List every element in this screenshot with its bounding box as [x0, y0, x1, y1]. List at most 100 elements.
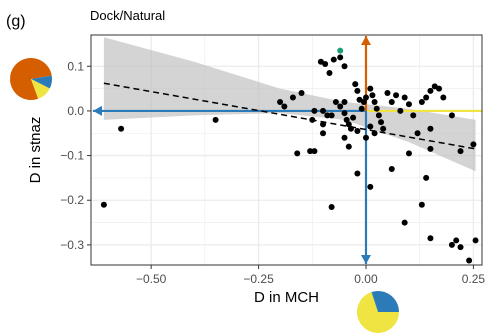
x-tick-label: −0.25	[243, 272, 274, 286]
data-point	[384, 90, 391, 97]
arrowhead-left	[93, 105, 102, 116]
data-point	[281, 103, 288, 110]
data-point	[388, 165, 395, 172]
x-tick-label: 0.00	[354, 272, 378, 286]
x-tick-label: 0.25	[462, 272, 486, 286]
data-point	[367, 85, 374, 92]
data-point	[350, 114, 357, 121]
y-tick-label: −0.1	[60, 149, 84, 163]
data-point	[375, 112, 382, 119]
scatter-points	[100, 47, 479, 264]
data-point	[341, 63, 348, 70]
data-point	[401, 219, 408, 226]
data-point	[440, 94, 447, 101]
data-point	[448, 241, 455, 248]
data-point	[354, 170, 361, 177]
data-point	[401, 94, 408, 101]
data-point	[436, 85, 443, 92]
data-point	[418, 98, 425, 105]
data-point	[466, 257, 473, 264]
data-point	[373, 105, 380, 112]
data-point	[326, 69, 333, 76]
data-point	[378, 119, 385, 126]
y-tick-label: −0.2	[60, 193, 84, 207]
data-point	[294, 150, 301, 157]
data-point	[360, 98, 367, 105]
confidence-band-layer	[103, 37, 476, 172]
data-point	[367, 183, 374, 190]
data-point	[418, 201, 425, 208]
data-point	[277, 98, 284, 105]
pie-chart-y	[10, 58, 52, 100]
data-point	[332, 98, 339, 105]
data-point	[405, 101, 412, 108]
data-point	[212, 116, 219, 123]
data-point	[328, 203, 335, 210]
data-point	[397, 107, 404, 114]
pie-slice	[10, 58, 52, 100]
y-axis-ticks: −0.3 −0.2 −0.1 0.0 0.1	[60, 59, 91, 252]
data-point	[423, 174, 430, 181]
data-point	[427, 235, 434, 242]
data-point	[311, 148, 318, 155]
confidence-band	[103, 37, 476, 172]
data-point	[371, 130, 378, 137]
data-point	[352, 81, 359, 88]
data-point	[330, 56, 337, 63]
data-point	[427, 145, 434, 152]
data-point	[362, 94, 369, 101]
data-point	[388, 98, 395, 105]
y-tick-label: 0.0	[67, 104, 84, 118]
data-point	[118, 125, 125, 132]
pie-slice	[357, 292, 399, 333]
data-point	[427, 87, 434, 94]
data-point	[337, 103, 344, 110]
data-point	[345, 143, 352, 150]
data-point	[457, 148, 464, 155]
arrowhead-down	[360, 255, 371, 264]
data-point	[307, 148, 314, 155]
chart-title: Dock/Natural	[90, 8, 165, 23]
gridlines	[91, 35, 482, 265]
data-point	[289, 94, 296, 101]
data-point	[354, 128, 361, 135]
y-tick-label: −0.3	[60, 238, 84, 252]
trend-layer	[103, 82, 476, 150]
data-point	[322, 61, 329, 68]
data-point	[341, 134, 348, 141]
data-point	[362, 134, 369, 141]
data-point	[328, 112, 335, 119]
data-point	[423, 94, 430, 101]
data-point	[371, 98, 378, 105]
pie-slice	[371, 291, 399, 312]
data-point	[337, 54, 344, 61]
data-point	[472, 237, 479, 244]
data-point	[320, 107, 327, 114]
pie-slice	[31, 79, 50, 99]
data-point	[324, 112, 331, 119]
y-tick-label: 0.1	[67, 59, 84, 73]
data-point	[427, 125, 434, 132]
arrowhead-up	[360, 36, 371, 45]
panel-label: (g)	[6, 13, 26, 30]
data-point	[414, 130, 421, 137]
y-axis-title: D in stnaz	[27, 117, 44, 184]
x-axis-title: D in MCH	[254, 289, 319, 306]
data-point	[341, 110, 348, 117]
x-tick-label: −0.50	[136, 272, 167, 286]
data-point	[470, 141, 477, 148]
data-point	[341, 98, 348, 105]
data-point	[320, 130, 327, 137]
data-point	[367, 123, 374, 130]
data-point	[354, 87, 361, 94]
data-point	[369, 92, 376, 99]
trend-line	[103, 82, 476, 150]
data-point	[457, 244, 464, 251]
data-point	[453, 237, 460, 244]
data-point	[393, 92, 400, 99]
data-point	[100, 201, 107, 208]
data-point	[358, 105, 365, 112]
data-point	[311, 107, 318, 114]
x-axis-ticks: −0.50 −0.25 0.00 0.25	[136, 265, 485, 286]
